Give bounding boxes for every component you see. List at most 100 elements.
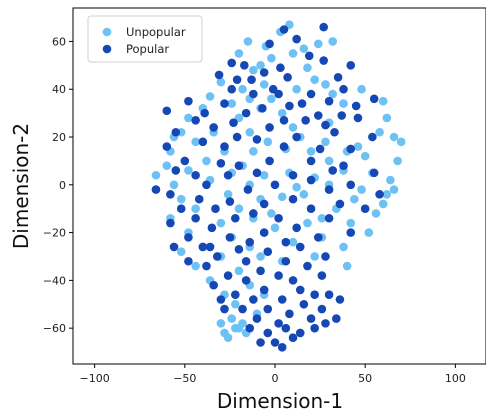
point-popular: [360, 204, 370, 213]
point-popular: [274, 213, 283, 223]
point-unpopular: [267, 209, 276, 218]
point-popular: [232, 75, 242, 84]
point-popular: [330, 127, 339, 137]
point-popular: [335, 199, 345, 209]
point-unpopular: [270, 223, 280, 233]
point-popular: [245, 323, 255, 333]
point-popular: [319, 22, 328, 32]
point-unpopular: [299, 190, 309, 199]
point-popular: [324, 96, 334, 106]
point-popular: [223, 170, 233, 180]
point-popular: [288, 170, 298, 180]
point-unpopular: [328, 89, 338, 99]
point-popular: [279, 25, 289, 34]
point-unpopular: [256, 252, 265, 261]
point-popular: [180, 156, 190, 166]
point-popular: [252, 135, 262, 144]
point-unpopular: [263, 137, 273, 147]
y-tick-label: −40: [43, 274, 66, 287]
point-popular: [184, 256, 193, 266]
point-popular: [263, 247, 273, 256]
point-unpopular: [169, 180, 179, 190]
point-popular: [241, 276, 251, 285]
point-unpopular: [216, 77, 226, 87]
point-unpopular: [339, 242, 348, 252]
point-popular: [259, 228, 269, 237]
point-popular: [277, 295, 287, 304]
legend-marker-unpopular: [102, 27, 112, 37]
point-popular: [232, 132, 242, 142]
point-unpopular: [234, 49, 244, 58]
point-popular: [299, 299, 309, 309]
point-unpopular: [191, 204, 200, 213]
point-popular: [227, 58, 237, 68]
point-popular: [313, 233, 323, 242]
point-popular: [285, 309, 294, 319]
point-popular: [216, 159, 226, 168]
point-unpopular: [267, 94, 276, 104]
point-popular: [151, 185, 161, 194]
point-popular: [313, 111, 323, 120]
point-popular: [304, 51, 314, 61]
y-tick-label: 20: [52, 131, 66, 144]
point-popular: [346, 61, 356, 70]
point-popular: [292, 34, 301, 44]
point-unpopular: [288, 49, 298, 58]
point-popular: [306, 314, 316, 323]
point-unpopular: [184, 166, 193, 175]
point-popular: [200, 108, 209, 118]
point-popular: [247, 75, 256, 84]
legend: Unpopular Popular: [87, 15, 203, 63]
point-popular: [310, 323, 319, 333]
point-popular: [319, 56, 328, 65]
point-popular: [317, 304, 327, 314]
point-popular: [337, 111, 347, 120]
point-unpopular: [303, 218, 312, 228]
point-popular: [292, 132, 301, 142]
point-popular: [274, 271, 283, 280]
point-unpopular: [227, 314, 237, 323]
point-unpopular: [364, 228, 374, 237]
point-popular: [295, 242, 305, 252]
point-popular: [351, 101, 361, 111]
point-unpopular: [339, 99, 348, 108]
point-unpopular: [259, 170, 269, 180]
point-popular: [176, 204, 186, 213]
point-popular: [249, 295, 258, 304]
point-unpopular: [176, 194, 186, 204]
point-unpopular: [238, 84, 247, 94]
y-tick-label: −20: [43, 227, 66, 240]
point-popular: [265, 156, 274, 166]
legend-box: [87, 15, 203, 63]
legend-label-unpopular: Unpopular: [126, 25, 186, 39]
point-popular: [274, 319, 283, 328]
point-unpopular: [357, 185, 366, 194]
point-unpopular: [324, 156, 334, 166]
point-popular: [295, 328, 305, 338]
point-popular: [268, 84, 278, 94]
point-popular: [240, 61, 249, 70]
point-popular: [270, 338, 280, 347]
point-popular: [324, 213, 334, 223]
point-unpopular: [321, 80, 330, 89]
point-popular: [220, 304, 229, 314]
point-popular: [259, 68, 269, 77]
point-popular: [205, 242, 215, 252]
point-unpopular: [249, 65, 258, 75]
point-popular: [214, 70, 224, 80]
point-popular: [202, 180, 211, 190]
point-popular: [231, 213, 240, 223]
point-popular: [321, 319, 330, 328]
point-unpopular: [267, 53, 276, 63]
point-unpopular: [389, 132, 399, 142]
point-popular: [285, 101, 294, 111]
point-popular: [259, 285, 269, 295]
point-popular: [301, 116, 310, 125]
point-unpopular: [205, 92, 215, 101]
point-unpopular: [151, 170, 161, 180]
point-popular: [171, 166, 181, 175]
point-popular: [209, 280, 218, 290]
y-tick-label: −60: [43, 322, 66, 335]
point-unpopular: [360, 151, 370, 161]
